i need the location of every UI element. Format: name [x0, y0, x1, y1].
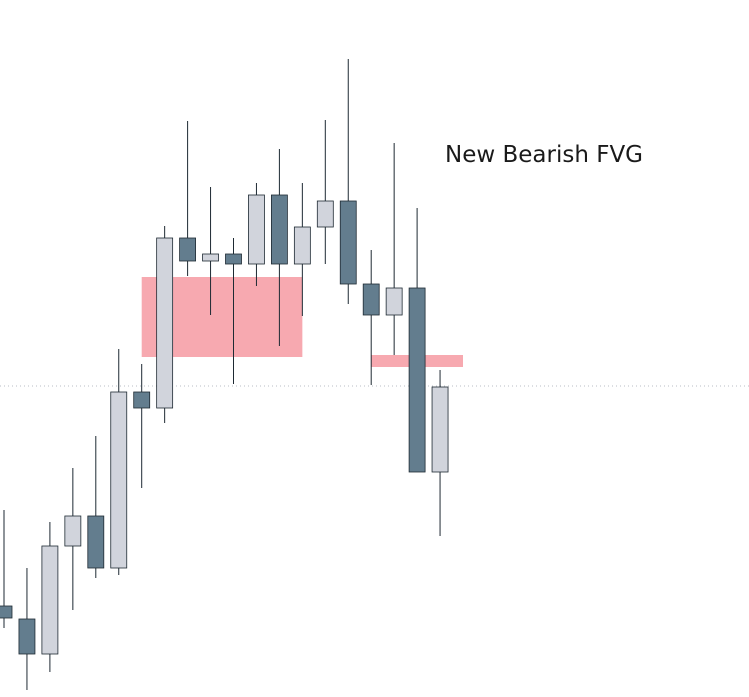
- candle-body: [362, 283, 380, 316]
- candle-body: [41, 545, 59, 655]
- candle-body: [316, 200, 334, 228]
- candle-body: [18, 618, 36, 655]
- candle-body: [293, 226, 311, 265]
- candle-body: [431, 386, 449, 473]
- candle-body: [339, 200, 357, 285]
- candle-body: [0, 605, 13, 619]
- candle-body: [270, 194, 288, 265]
- annotation: New Bearish FVG: [445, 142, 643, 168]
- candle-body: [64, 515, 82, 547]
- candle-body: [248, 194, 265, 265]
- candle-body: [385, 287, 403, 316]
- candle-body: [110, 391, 128, 569]
- candle-body: [408, 287, 426, 473]
- candle-body: [202, 253, 219, 262]
- candle-body: [225, 253, 242, 265]
- candle-body: [179, 237, 197, 262]
- candle-body: [133, 391, 151, 409]
- candle-body: [156, 237, 174, 409]
- candle-body: [87, 515, 105, 569]
